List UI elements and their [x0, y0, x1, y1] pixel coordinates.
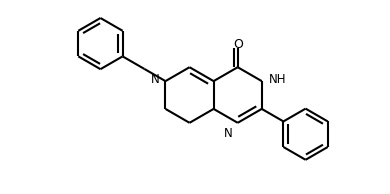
- Text: NH: NH: [269, 73, 286, 86]
- Text: N: N: [151, 73, 160, 86]
- Text: O: O: [233, 38, 243, 51]
- Text: N: N: [224, 127, 233, 140]
